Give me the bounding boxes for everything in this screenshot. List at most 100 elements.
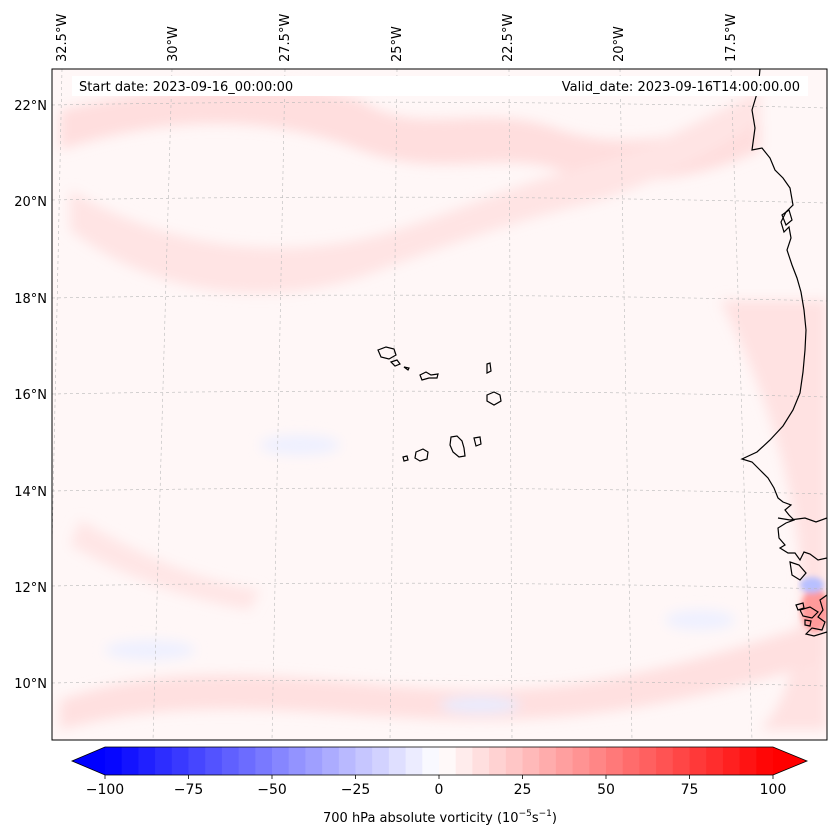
- colorbar-segment: [455, 747, 473, 775]
- map-panel: [52, 69, 827, 740]
- colorbar-segment: [739, 747, 757, 775]
- negative-vorticity-patch-2: [105, 640, 195, 660]
- colorbar-segment: [489, 747, 507, 775]
- lon-label-17-5w: 17.5°W: [724, 14, 739, 62]
- colorbar-segment: [238, 747, 256, 775]
- colorbar-segment: [639, 747, 657, 775]
- colorbar-segment: [622, 747, 640, 775]
- positive-vorticity-region-coast: [720, 300, 827, 730]
- colorbar-tick-label: −25: [341, 782, 371, 798]
- island-maio: [473, 436, 482, 447]
- lat-label-16n: 16°N: [14, 388, 47, 403]
- colorbar-segment: [288, 747, 306, 775]
- start-date-label: Start date: 2023-09-16_00:00:00: [79, 80, 293, 95]
- island-brava: [402, 455, 409, 462]
- colorbar-segment: [171, 747, 189, 775]
- island-boa-vista: [486, 391, 502, 406]
- valid-date-label: Valid_date: 2023-09-16T14:00:00.00: [562, 80, 800, 95]
- positive-vorticity-band-south: [60, 620, 827, 730]
- lat-label-10n: 10°N: [14, 677, 47, 692]
- colorbar-segment: [205, 747, 223, 775]
- island-santo-antao: [377, 346, 397, 360]
- meridian-27-5w: [271, 69, 286, 740]
- colorbar-tick-label: 0: [435, 782, 444, 798]
- colorbar-segment: [388, 747, 406, 775]
- parallel-22n: [52, 101, 827, 109]
- colorbar-segment: [405, 747, 423, 775]
- colorbar-tick-label: 75: [681, 782, 699, 798]
- west-africa-coastline: [740, 69, 827, 637]
- meridian-25w: [389, 69, 398, 740]
- colorbar-segment: [555, 747, 573, 775]
- lon-label-32-5w: 32.5°W: [55, 14, 70, 62]
- colorbar-segment: [756, 747, 774, 775]
- colorbar-segment: [689, 747, 707, 775]
- colorbar-segment: [439, 747, 457, 775]
- colorbar-tick-label: −50: [257, 782, 287, 798]
- island-fogo: [414, 448, 429, 462]
- meridian-30w: [152, 69, 173, 740]
- cape-verde-islands: [377, 346, 502, 462]
- date-header-box: [72, 76, 808, 96]
- guinea-bissau-islands-2: [799, 606, 819, 619]
- colorbar-segment: [472, 747, 490, 775]
- colorbar-label: 700 hPa absolute vorticity (10−5s−1): [323, 809, 557, 826]
- colorbar-segment: [522, 747, 540, 775]
- island-santa-luzia: [403, 366, 410, 371]
- lon-label-30w: 30°W: [166, 26, 181, 62]
- parallel-18n: [52, 294, 827, 302]
- cap-blanc-peninsula: [781, 209, 793, 226]
- colorbar-extend-max: [773, 747, 807, 775]
- lon-label-25w: 25°W: [390, 26, 405, 62]
- parallel-14n: [52, 487, 827, 495]
- negative-vorticity-patch-4: [665, 610, 735, 630]
- guinea-coast: [804, 594, 827, 637]
- colorbar-segment: [272, 747, 290, 775]
- gambia-estuary: [777, 517, 827, 523]
- colorbar-segment: [722, 747, 740, 775]
- colorbar-label-mid: s: [532, 811, 539, 826]
- colorbar-tick-label: −100: [86, 782, 124, 798]
- colorbar-segments: [72, 747, 807, 775]
- colorbar-segment: [221, 747, 239, 775]
- colorbar-segment: [539, 747, 557, 775]
- lat-label-18n: 18°N: [14, 292, 47, 307]
- colorbar-segment: [422, 747, 440, 775]
- lat-label-12n: 12°N: [14, 581, 47, 596]
- colorbar-segment: [255, 747, 273, 775]
- colorbar-segment: [589, 747, 607, 775]
- meridian-20w: [619, 69, 633, 740]
- colorbar-segment: [372, 747, 390, 775]
- latitude-labels: 22°N 20°N 18°N 16°N 14°N 12°N 10°N: [14, 99, 47, 692]
- island-sao-nicolau: [419, 371, 439, 381]
- negative-vorticity-patch-1: [260, 435, 340, 455]
- colorbar-segment: [138, 747, 156, 775]
- lon-label-27-5w: 27.5°W: [278, 14, 293, 62]
- positive-vorticity-band-sw: [70, 520, 260, 610]
- strong-negative-vorticity: [800, 577, 824, 593]
- parallel-10n: [52, 679, 827, 687]
- colorbar-tick-label: 50: [597, 782, 615, 798]
- lon-label-22-5w: 22.5°W: [501, 14, 516, 62]
- colorbar-segment: [322, 747, 340, 775]
- colorbar-ticks: −100 −75 −50 −25 0 25 50 75 100: [86, 775, 786, 798]
- colorbar-segment: [656, 747, 674, 775]
- colorbar-segment: [505, 747, 523, 775]
- colorbar-tick-label: −75: [174, 782, 204, 798]
- colorbar-segment: [305, 747, 323, 775]
- colorbar-label-exp2: −1: [539, 809, 552, 819]
- lat-label-22n: 22°N: [14, 99, 47, 114]
- longitude-labels: 32.5°W 30°W 27.5°W 25°W 22.5°W 20°W 17.5…: [55, 14, 739, 62]
- colorbar-label-main: 700 hPa absolute vorticity (10: [323, 811, 519, 826]
- guinea-bissau-islands-1: [789, 561, 807, 581]
- lat-label-14n: 14°N: [14, 485, 47, 500]
- colorbar-label-close: ): [552, 811, 557, 826]
- island-sal: [486, 362, 492, 374]
- colorbar-segment: [606, 747, 624, 775]
- vorticity-field: [60, 84, 827, 730]
- parallel-12n: [52, 582, 827, 590]
- colorbar-segment: [338, 747, 356, 775]
- meridian-22-5w: [508, 69, 513, 740]
- gridlines: [52, 69, 827, 740]
